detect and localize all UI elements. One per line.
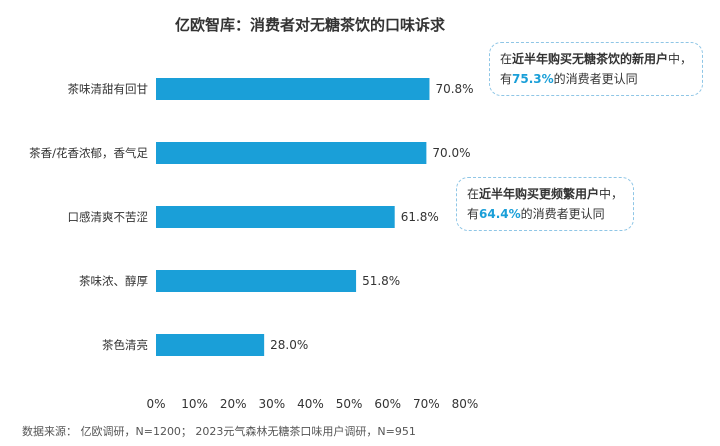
- x-tick-label: 70%: [413, 397, 440, 411]
- category-label: 口感清爽不苦涩: [68, 210, 149, 224]
- value-label: 70.0%: [432, 146, 470, 160]
- chart-title: 亿欧智库：消费者对无糖茶饮的口味诉求: [174, 16, 445, 34]
- callout-frequent-users: 在近半年购买更频繁用户中， 有64.4%的消费者更认同: [456, 177, 635, 231]
- x-tick-label: 60%: [374, 397, 401, 411]
- value-label: 61.8%: [401, 210, 439, 224]
- value-label: 70.8%: [435, 82, 473, 96]
- value-label: 51.8%: [362, 274, 400, 288]
- category-label: 茶香/花香浓郁，香气足: [29, 146, 148, 160]
- value-label: 28.0%: [270, 338, 308, 352]
- category-label: 茶色清亮: [102, 338, 148, 352]
- x-tick-label: 80%: [452, 397, 479, 411]
- x-tick-label: 20%: [220, 397, 247, 411]
- callout-new-users: 在近半年购买无糖茶饮的新用户中， 有75.3%的消费者更认同: [489, 42, 704, 96]
- x-tick-label: 0%: [146, 397, 165, 411]
- x-tick-label: 30%: [259, 397, 286, 411]
- source-note: 数据来源： 亿欧调研，N=1200； 2023元气森林无糖茶口味用户调研，N=9…: [22, 425, 416, 438]
- x-tick-label: 50%: [336, 397, 363, 411]
- bar: [156, 78, 430, 100]
- x-tick-label: 40%: [297, 397, 324, 411]
- category-label: 茶味浓、醇厚: [79, 274, 148, 288]
- bar: [156, 142, 427, 164]
- x-tick-label: 10%: [181, 397, 208, 411]
- bar: [156, 206, 395, 228]
- bar: [156, 334, 265, 356]
- category-label: 茶味清甜有回甘: [68, 82, 149, 96]
- bar: [156, 270, 357, 292]
